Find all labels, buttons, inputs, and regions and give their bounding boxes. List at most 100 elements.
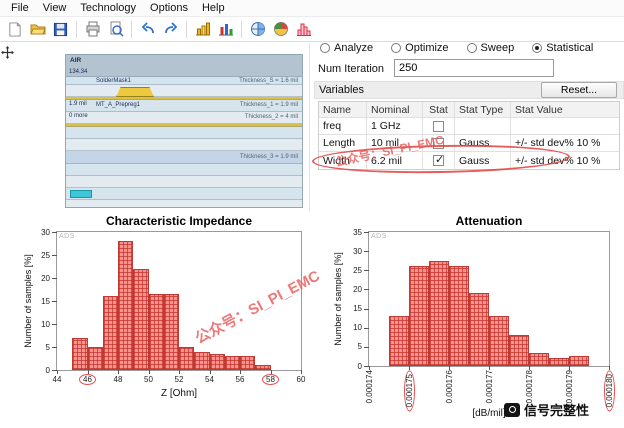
cell-stat-type[interactable]: Gauss [455,152,511,169]
layer-core-4 [66,176,302,188]
radio-sweep[interactable]: Sweep [466,42,514,54]
y-tick-mark [364,327,369,329]
x-tick-label: 48 [102,375,134,384]
dim-label: 134.34 [69,69,88,75]
move-cursor-icon[interactable] [1,46,14,63]
cell-stat [423,152,455,169]
substrate-cross-section[interactable]: AIR 134.34 1.9 mil 0 more SolderMask1 MT… [65,54,303,208]
cell-nominal[interactable]: 10 mil [367,135,423,151]
cell-stat-type[interactable]: Gauss [455,135,511,151]
cell-stat-value[interactable]: +/- std dev% 10 % [515,154,601,167]
print-icon[interactable] [82,19,103,40]
x-tick-label: 54 [194,375,226,384]
y-tick-mark [52,301,57,302]
redo-icon[interactable] [160,19,181,40]
radio-circle[interactable] [320,43,330,53]
y-tick-label: 30 [41,227,50,237]
table-row-length[interactable]: Length 10 mil Gauss +/- std dev% 10 % [319,135,619,152]
radio-circle[interactable] [391,43,402,53]
column-header-nominal: Nominal [367,102,423,117]
y-tick-mark [52,278,57,279]
table-row-freq[interactable]: freq 1 GHz [319,118,619,135]
new-document-icon[interactable] [4,19,25,40]
cell-nominal[interactable]: 6.2 mil [367,152,423,169]
em-setup-icon[interactable] [247,19,268,40]
bar-chart-icon[interactable] [192,19,213,40]
attenuation-histogram-chart: Attenuation Number of samples [%] ADS 0 5 1… [330,212,624,428]
undo-icon[interactable] [137,19,158,40]
menu-help[interactable]: Help [201,2,225,14]
y-tick-label: 15 [41,296,50,306]
stat-checkbox[interactable] [433,137,444,149]
histogram-bar [429,260,449,366]
simulation-results-icon[interactable] [270,19,291,40]
histogram-bar [549,358,569,366]
cell-stat [423,135,455,151]
cell-stat [423,118,455,134]
histogram-results-icon[interactable] [293,19,314,40]
histogram-bar [255,365,271,370]
cell-name: Width [319,152,367,169]
histogram-bar [509,335,529,366]
x-tick-label: 56 [224,375,256,384]
num-iteration-input[interactable] [394,59,554,77]
stat-checkbox[interactable] [433,120,444,132]
cell-nominal[interactable]: 1 GHz [367,118,423,134]
histogram-bar [489,316,509,366]
layer-selected [66,151,302,164]
menu-technology[interactable]: Technology [80,2,137,14]
stat-checkbox-checked[interactable] [433,153,444,166]
cell-stat-value[interactable]: +/- std dev% 10 % [515,137,601,149]
y-tick-mark [52,232,57,233]
x-tick-text: 44 [52,375,62,384]
radio-statistical[interactable]: Statistical [532,42,593,54]
plot-area: ADS 0 5 10 15 20 25 30 44 46 48 50 52 54 56 58 60 [41,228,305,385]
menu-file[interactable]: File [11,2,29,14]
x-tick-label: 52 [163,375,195,384]
x-tick-text: 0.000180 [603,370,615,412]
air-label: AIR [70,57,82,64]
x-tick-text: 0.000179 [564,370,574,404]
x-tick-text: 60 [296,375,306,384]
x-tick-text: 0.000178 [524,370,534,404]
layer-core-3 [66,164,302,176]
menu-view[interactable]: View [42,2,67,14]
table-row-width[interactable]: Width 6.2 mil Gauss +/- std dev% 10 % [319,152,619,169]
open-folder-icon[interactable] [27,19,48,40]
x-tick-mark [270,370,272,374]
y-tick-label: 0 [45,365,50,375]
layer-name-label: MT_A_Prepreg1 [96,102,141,108]
column-header-stat-type: Stat Type [455,102,511,117]
chart-title: Attenuation [455,214,523,228]
radio-circle-selected[interactable] [532,43,543,53]
menu-options[interactable]: Options [150,2,188,14]
variables-table: Name Nominal Stat Stat Type Stat Value f… [318,101,620,170]
dim-label: 0 more [69,113,88,119]
x-tick-label: 50 [133,375,165,384]
layer-tag-chip [70,190,92,198]
histogram-bar [102,296,118,370]
print-preview-icon[interactable] [105,19,126,40]
chart-title: Characteristic Impedance [105,214,253,228]
y-tick-label: 0 [357,361,362,371]
toolbar-separator [131,20,132,38]
layer-name-label: SolderMask1 [96,78,132,84]
num-iteration-label: Num Iteration [318,63,385,75]
x-tick-text: 54 [205,375,214,384]
layer-trace-dielectric [66,85,302,97]
y-tick-label: 20 [353,284,362,294]
x-tick-label: 58 [255,374,287,385]
cell-stat-type[interactable] [455,118,511,134]
y-tick-label: 25 [353,265,362,275]
column-header-stat-value: Stat Value [515,103,563,116]
cell-stat-value[interactable] [511,118,617,134]
toolbar [0,17,624,42]
microstrip-trace[interactable] [116,87,154,97]
multi-chart-icon[interactable] [215,19,236,40]
radio-analyze[interactable]: Analyze [320,42,373,54]
radio-optimize[interactable]: Optimize [391,42,449,54]
impedance-histogram-chart: Characteristic Impedance Number of sampl… [20,212,322,424]
reset-button[interactable]: Reset... [541,82,617,98]
save-icon[interactable] [50,19,71,40]
radio-circle[interactable] [466,43,477,53]
